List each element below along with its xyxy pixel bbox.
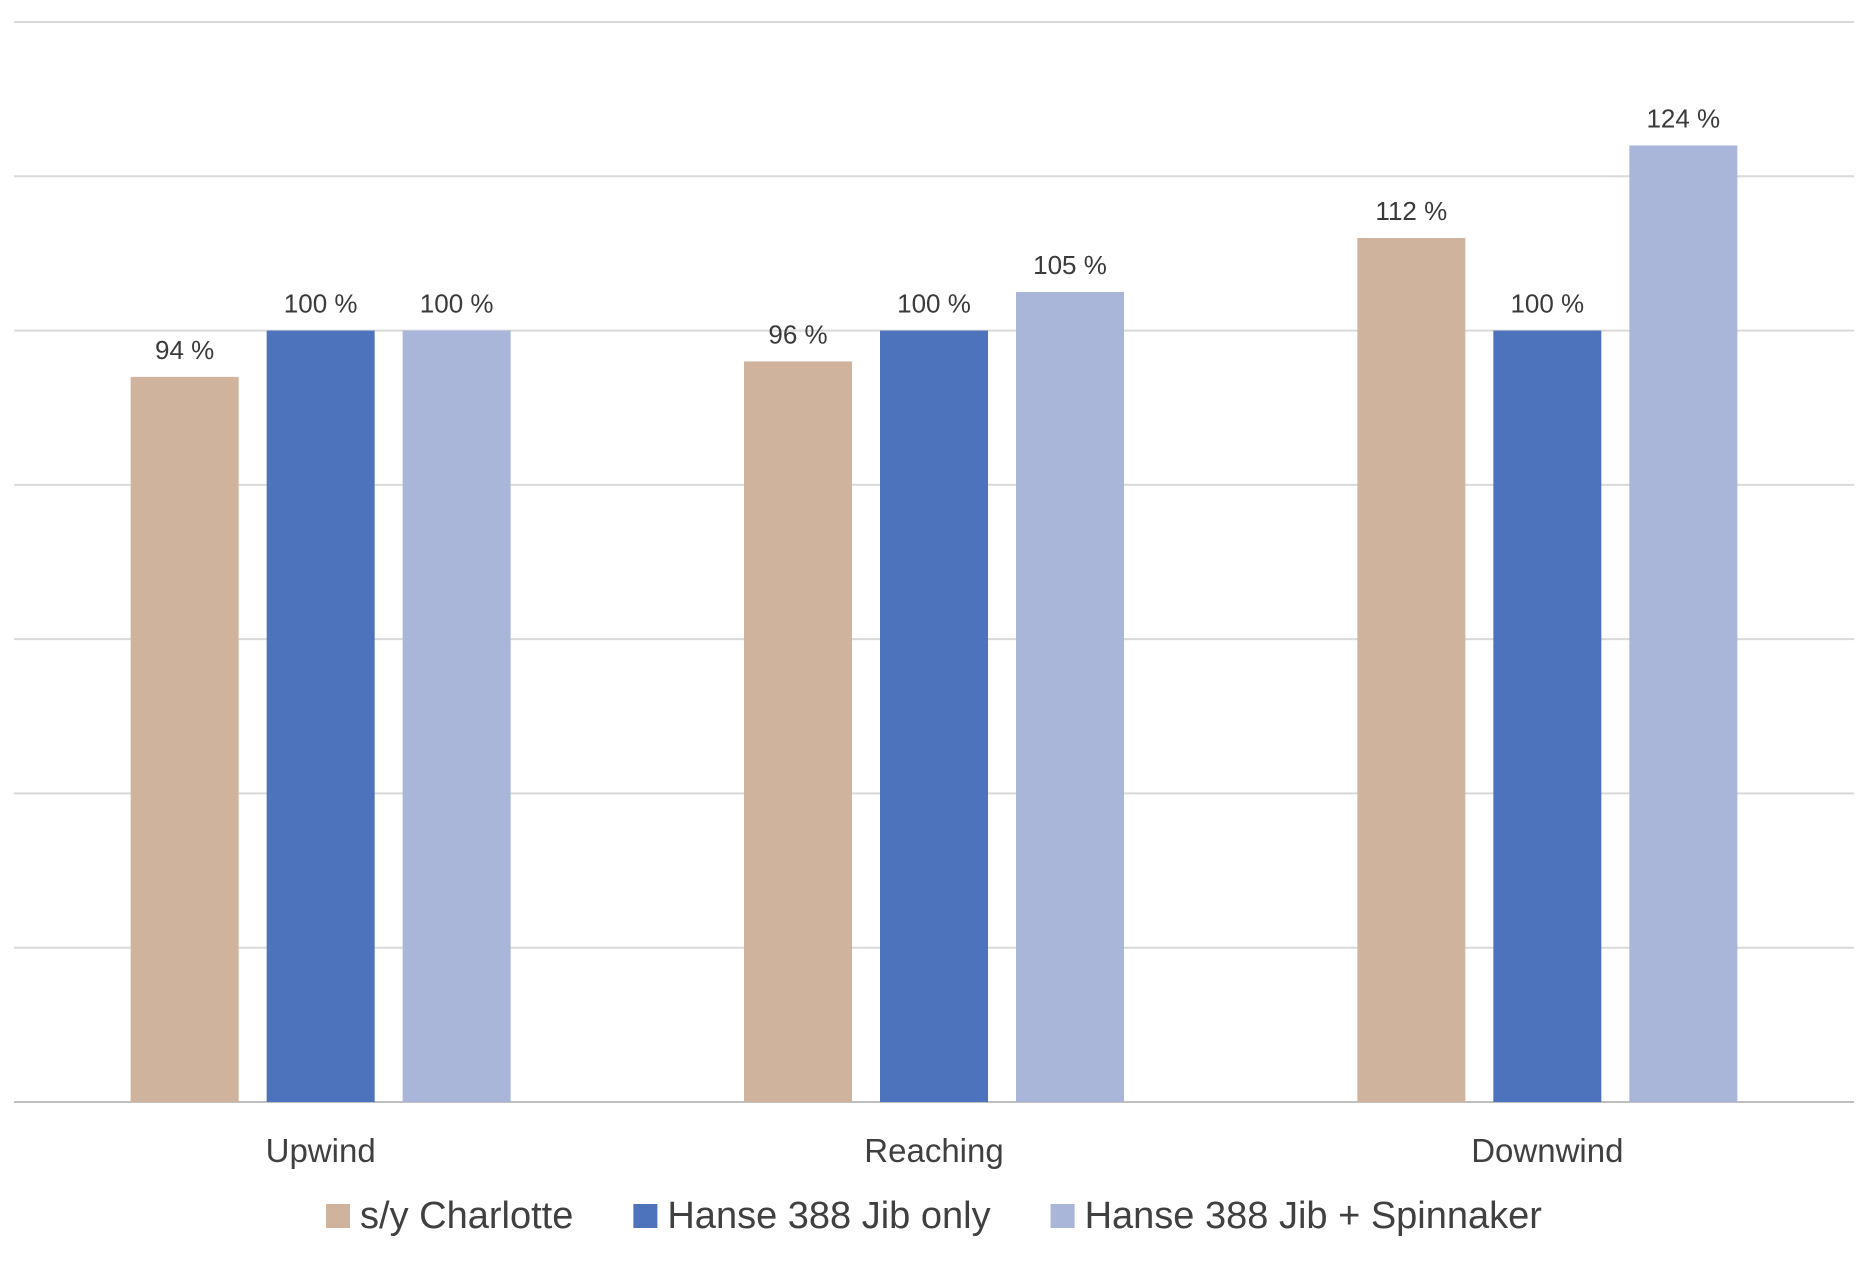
- category-label: Reaching: [864, 1132, 1003, 1169]
- legend-swatch: [1050, 1204, 1075, 1228]
- data-label: 100 %: [420, 289, 494, 319]
- data-label: 105 %: [1033, 250, 1107, 280]
- bars: [130, 145, 1738, 1103]
- bar-reaching-series-3: [1016, 292, 1124, 1102]
- bar-upwind-series-3: [402, 330, 511, 1103]
- category-axis-labels: Upwind Reaching Downwind: [266, 1132, 1624, 1169]
- bar-downwind-series-3: [1629, 145, 1738, 1102]
- bar-reaching-series-1: [744, 361, 852, 1102]
- data-label: 100 %: [897, 289, 971, 319]
- legend-item: s/y Charlotte: [326, 1195, 573, 1237]
- data-label: 96 %: [768, 319, 827, 349]
- legend-item: Hanse 388 Jib + Spinnaker: [1050, 1195, 1543, 1237]
- legend-item: Hanse 388 Jib only: [633, 1195, 991, 1237]
- legend-swatch: [326, 1204, 351, 1228]
- bar-downwind-series-2: [1493, 330, 1602, 1103]
- data-label: 100 %: [1510, 289, 1584, 319]
- category-label: Upwind: [266, 1132, 376, 1169]
- legend-swatch: [633, 1204, 658, 1228]
- data-labels: 94 % 100 % 100 % 96 % 100 % 105 % 112 % 100 % 12…: [155, 103, 1720, 364]
- bar-upwind-series-2: [266, 330, 375, 1103]
- data-label: 100 %: [284, 289, 358, 319]
- legend: s/y Charlotte Hanse 388 Jib only Hanse 388…: [326, 1195, 1542, 1237]
- category-label: Downwind: [1471, 1132, 1623, 1169]
- data-label: 124 %: [1646, 103, 1720, 133]
- bar-downwind-series-1: [1357, 238, 1466, 1102]
- legend-label: Hanse 388 Jib only: [667, 1195, 990, 1237]
- bar-reaching-series-2: [880, 330, 988, 1103]
- data-label: 94 %: [155, 335, 214, 365]
- data-label: 112 %: [1375, 196, 1447, 226]
- legend-label: Hanse 388 Jib + Spinnaker: [1085, 1195, 1543, 1237]
- legend-label: s/y Charlotte: [360, 1195, 573, 1237]
- bar-upwind-series-1: [130, 376, 239, 1102]
